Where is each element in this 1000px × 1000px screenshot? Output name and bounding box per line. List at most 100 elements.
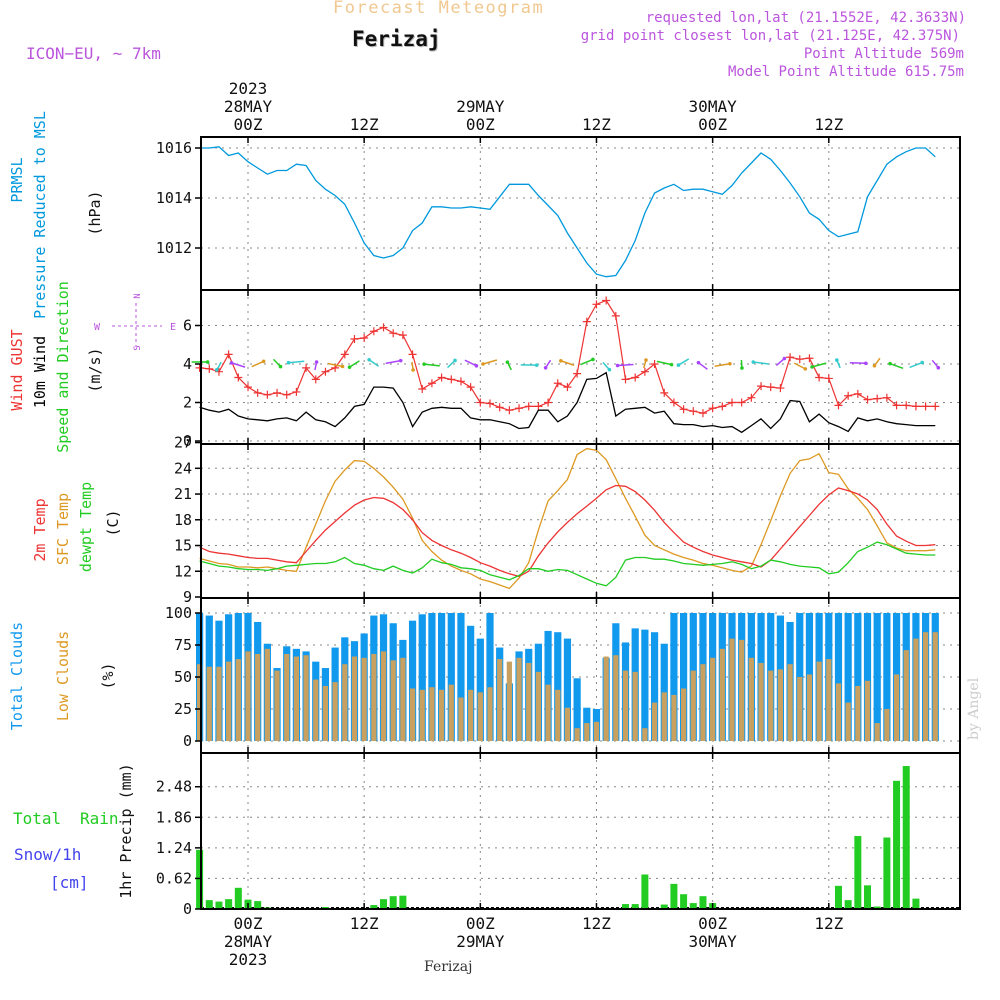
bottom-axis-label: 12Z: [582, 914, 611, 933]
precip-bar: [834, 885, 842, 909]
wind-gust-point: [476, 398, 485, 407]
wind-direction-arrowhead: [864, 361, 868, 366]
bottom-axis-label: 00Z: [466, 914, 495, 933]
wind-direction-arrowhead: [367, 357, 371, 362]
wind-direction-arrowhead: [607, 367, 612, 372]
wind-gust-point: [253, 388, 262, 397]
wind-gust-point: [853, 389, 862, 398]
low-clouds-bar: [526, 662, 532, 741]
wind-direction-arrowhead: [751, 360, 756, 364]
low-clouds-bar: [671, 694, 677, 741]
total-clouds-bar: [457, 613, 465, 741]
location-title: Ferizaj: [352, 27, 441, 51]
precip-bar: [196, 849, 204, 909]
low-clouds-bar: [497, 659, 503, 741]
wind-direction-arrow: [793, 362, 806, 370]
low-clouds-bar: [884, 709, 890, 741]
low-clouds-bar: [855, 685, 861, 741]
wind-gust-point: [495, 403, 504, 412]
total-clouds-bar: [486, 613, 494, 741]
wind-direction-arrowhead: [229, 361, 234, 365]
total-clouds-label: Total Clouds: [8, 622, 26, 730]
precip-unit-label: 1hr Precip (mm): [117, 763, 135, 898]
wind-direction-arrow: [811, 362, 827, 368]
precip-bar: [205, 900, 213, 909]
wind-gust-point: [379, 323, 388, 332]
wind-gust-point: [214, 367, 223, 376]
wind-direction-arrow: [909, 361, 923, 369]
wind-direction-arrowhead: [835, 358, 839, 362]
wind-gust-point: [398, 331, 407, 340]
total-clouds-bar: [428, 613, 436, 741]
low-clouds-bar: [826, 659, 832, 741]
snow-unit-label: [cm]: [50, 873, 89, 892]
precip-bar: [912, 898, 920, 909]
low-clouds-bar: [816, 661, 822, 741]
precip-bar: [254, 901, 262, 909]
wind-gust-point: [553, 379, 562, 388]
low-clouds-bar: [632, 671, 638, 741]
top-axis-label: 00Z: [698, 115, 727, 134]
bottom-axis-label: 2023: [229, 950, 268, 969]
wind-gust-point: [650, 360, 659, 368]
low-clouds-bar: [923, 632, 929, 741]
model-label: ICON−EU, ~ 7km: [26, 44, 161, 63]
wind-direction-arrowhead: [278, 364, 283, 369]
total-precip-label: Total: [13, 809, 61, 828]
wind-direction-arrowhead: [872, 363, 877, 368]
wind-direction-arrow: [889, 362, 904, 370]
low-clouds-bar: [613, 655, 619, 741]
total-clouds-bar: [476, 638, 484, 741]
low-clouds-bar: [651, 702, 658, 741]
wind-direction-arrowhead: [803, 367, 808, 371]
wind-direction-arrow: [424, 363, 440, 367]
y-tick-label: 24: [174, 459, 192, 477]
compass-cross: [112, 303, 162, 347]
y-tick-label: 15: [174, 537, 192, 555]
wind-direction-arrowhead: [340, 364, 345, 369]
low-clouds-bar: [516, 657, 522, 741]
wind-gust-point: [631, 373, 640, 382]
top-axis-label: 2023: [229, 79, 268, 98]
low-clouds-bar: [439, 689, 445, 741]
wind-gust-point: [273, 388, 282, 397]
wind-direction-arrow: [231, 362, 246, 368]
precip-bar: [660, 904, 668, 909]
wind-direction-arrow: [288, 360, 305, 364]
low-clouds-bar: [593, 721, 600, 741]
wind-direction-arrow: [560, 360, 575, 366]
y-tick-label: 2.48: [156, 778, 192, 796]
low-clouds-bar: [380, 651, 387, 741]
low-clouds-bar: [390, 660, 396, 741]
precip-bar: [854, 836, 862, 909]
low-clouds-bar: [274, 670, 280, 741]
low-clouds-bar: [777, 669, 783, 741]
low-clouds-bar: [739, 639, 745, 741]
temp-unit-label: (C): [104, 509, 122, 536]
wind-gust-point: [544, 398, 553, 407]
y-tick-label: 0: [183, 900, 192, 918]
wind-gust-point: [718, 402, 727, 411]
wind-gust-point: [660, 388, 669, 397]
precip-bar: [883, 837, 891, 909]
wind-gust-point: [698, 409, 707, 418]
top-axis-label: 29MAY: [456, 97, 505, 116]
top-axis-label: 12Z: [814, 115, 843, 134]
wind-gust-point: [282, 390, 291, 399]
point-altitude: Point Altitude 569m: [803, 46, 964, 62]
precip-bar: [389, 896, 397, 909]
precip-bar: [234, 887, 242, 909]
rain-label: Rain: [80, 809, 119, 828]
wind-gust-label: Wind GUST: [8, 329, 26, 410]
wind-gust-point: [863, 395, 872, 404]
panel-frames: [195, 136, 961, 910]
low-clouds-bar: [313, 679, 319, 741]
wind-gust-point: [205, 364, 214, 373]
wind-direction-arrowhead: [314, 360, 319, 364]
wind-direction-arrowhead: [214, 368, 219, 372]
low-clouds-bar: [216, 666, 222, 741]
low-clouds-bar: [690, 670, 696, 741]
wind-direction-arrowhead: [422, 362, 426, 366]
low-clouds-bar: [564, 707, 571, 741]
wind-direction-arrowhead: [728, 361, 732, 366]
